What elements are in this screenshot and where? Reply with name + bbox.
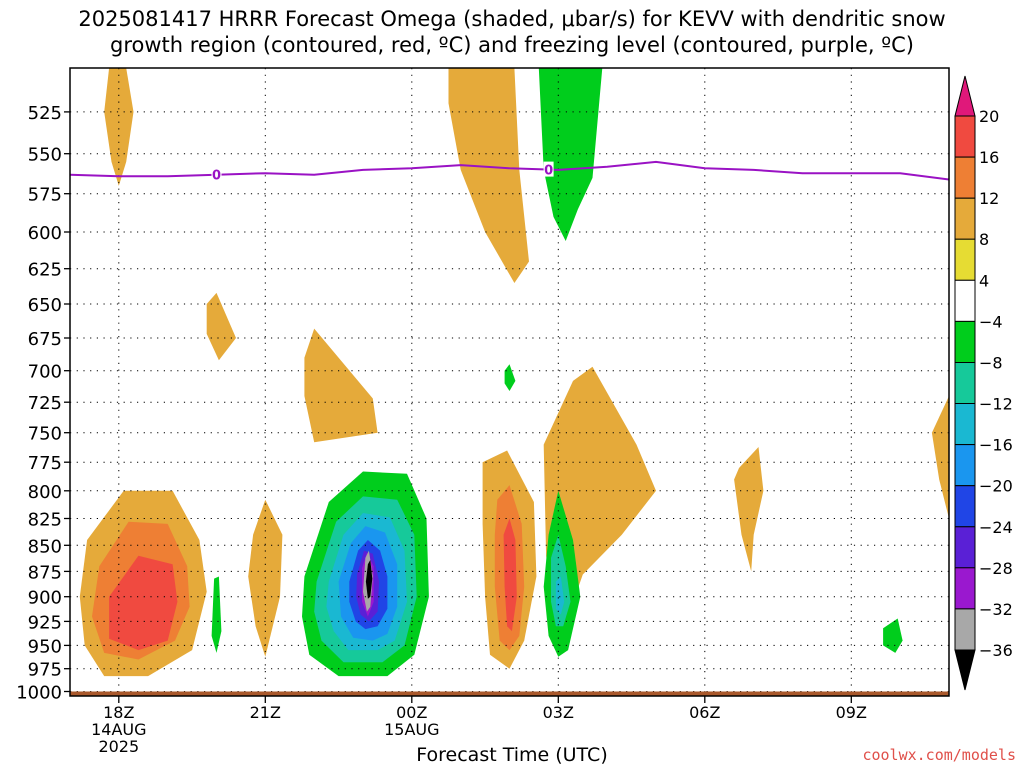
omega-region-w2 (448, 68, 529, 283)
colorbar-tick-label: −4 (979, 312, 1003, 331)
x-tick-label: 03Z (543, 703, 574, 722)
freezing-level-label: 0 (212, 169, 221, 184)
omega-region-w7 (931, 396, 949, 519)
x-tick-label: 06Z (689, 703, 720, 722)
omega-region-g1 (538, 68, 603, 241)
colorbar-tick-label: −32 (979, 600, 1013, 619)
omega-region-g2 (504, 364, 516, 391)
y-tick-label: 900 (28, 588, 62, 609)
y-tick-label: 875 (28, 562, 62, 583)
colorbar-bin (954, 197, 976, 240)
y-tick-label: 525 (28, 103, 62, 124)
omega-region-w6 (734, 447, 764, 572)
y-tick-label: 600 (28, 223, 62, 244)
y-tick-label: 775 (28, 453, 62, 474)
plot-frame (69, 67, 950, 697)
y-tick-label: 975 (28, 660, 62, 681)
freezing-level-label: 0 (544, 164, 553, 179)
colorbar-tick-label: −16 (979, 436, 1013, 455)
x-tick-label: 00Z (396, 703, 427, 722)
y-tick-label: 550 (28, 145, 62, 166)
colorbar-tick-label: −36 (979, 641, 1013, 660)
colorbar-bin (954, 567, 976, 610)
colorbar-bin (954, 403, 976, 446)
omega-region-g3 (211, 576, 222, 653)
colorbar-bin (954, 444, 976, 487)
y-tick-label: 925 (28, 612, 62, 633)
omega-region-c9 (365, 560, 373, 599)
colorbar-bin (954, 608, 976, 651)
omega-region-w3 (206, 292, 236, 361)
colorbar-tick-label: 4 (979, 271, 989, 290)
x-tick-label: 09Z (836, 703, 867, 722)
colorbar-bin (954, 320, 976, 363)
omega-shading (79, 68, 949, 677)
y-tick-label: 950 (28, 636, 62, 657)
x-tick-label: 21Z (250, 703, 281, 722)
grid (70, 68, 949, 696)
x-axis-title: Forecast Time (UTC) (416, 744, 608, 766)
colorbar-tick-label: −12 (979, 395, 1013, 414)
colorbar-bin-bottom (954, 649, 976, 691)
colorbar-tick-label: −24 (979, 518, 1013, 537)
colorbar-bin (954, 362, 976, 405)
chart-title: 2025081417 HRRR Forecast Omega (shaded, … (78, 7, 946, 57)
y-tick-label: 625 (28, 260, 62, 281)
omega-region-g4 (883, 618, 903, 653)
y-tick-label: 850 (28, 536, 62, 557)
x-tick-label: 15AUG (384, 720, 439, 739)
freezing-label-bg-0 (211, 166, 222, 182)
ground-surface (70, 691, 949, 696)
y-tick-label: 650 (28, 295, 62, 316)
site-credit[interactable]: coolwx.com/models (862, 746, 1016, 764)
freezing-label-bg-1 (543, 161, 554, 177)
colorbar-tick-label: 20 (979, 107, 999, 126)
colorbar-bin (954, 115, 976, 158)
y-tick-label: 575 (28, 185, 62, 206)
colorbar-tick-label: 8 (979, 230, 989, 249)
colorbar-bin (954, 526, 976, 569)
x-tick-label: 18Z (103, 703, 134, 722)
colorbar-bin (954, 238, 976, 281)
colorbar-bin (954, 485, 976, 528)
colorbar-tick-label: −20 (979, 477, 1013, 496)
colorbar-tick-label: 16 (979, 148, 999, 167)
omega-region-w8d (135, 574, 173, 641)
colorbar: 20 16 12 8 4 −4 −8 −12 −16 −20 −24 −28 −32 −36 (954, 75, 1013, 691)
y-tick-label: 1000 (16, 683, 62, 704)
x-tick-label: 2025 (98, 737, 139, 756)
omega-region-w9b (258, 521, 273, 602)
colorbar-bin-top (954, 75, 976, 117)
colorbar-tick-label: 12 (979, 189, 999, 208)
y-tick-label: 675 (28, 329, 62, 350)
y-axis: 525 550 575 600 625 650 675 700 725 750 775 800 825 8… (16, 103, 70, 704)
y-tick-label: 800 (28, 482, 62, 503)
y-tick-label: 725 (28, 393, 62, 414)
x-tick-label: 14AUG (91, 720, 146, 739)
omega-region-w4 (304, 328, 378, 443)
colorbar-bin (954, 156, 976, 199)
ground-fill (70, 691, 949, 696)
colorbar-tick-label: −8 (979, 354, 1003, 373)
colorbar-bin (954, 279, 976, 322)
omega-region-w10d (507, 550, 515, 609)
y-tick-label: 825 (28, 510, 62, 531)
y-tick-label: 750 (28, 424, 62, 445)
y-tick-label: 700 (28, 362, 62, 383)
omega-region-w1 (104, 68, 134, 186)
colorbar-tick-label: −28 (979, 559, 1013, 578)
